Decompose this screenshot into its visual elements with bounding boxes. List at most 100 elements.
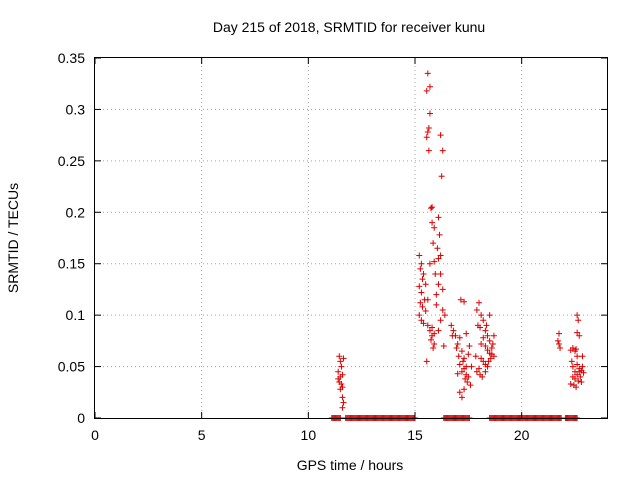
data-point xyxy=(437,252,444,259)
data-point xyxy=(432,271,439,277)
data-point xyxy=(483,322,490,329)
data-point xyxy=(572,375,578,382)
x-tick-label: 15 xyxy=(407,427,423,443)
data-point xyxy=(437,132,444,139)
data-point xyxy=(482,343,489,349)
data-point xyxy=(576,368,583,375)
data-point xyxy=(339,404,346,411)
data-point xyxy=(418,260,425,267)
data-point xyxy=(578,379,585,385)
data-point xyxy=(426,83,433,90)
data-point xyxy=(473,307,480,313)
data-point xyxy=(484,347,491,354)
data-point xyxy=(439,147,446,154)
data-point xyxy=(433,291,440,298)
chart-title: Day 215 of 2018, SRMTID for receiver kun… xyxy=(213,19,485,35)
data-point xyxy=(416,283,423,290)
data-point xyxy=(485,358,492,365)
data-point xyxy=(423,87,430,94)
data-point xyxy=(425,147,432,154)
data-point xyxy=(461,298,468,305)
data-point xyxy=(422,308,429,315)
data-point xyxy=(431,258,438,265)
data-point xyxy=(461,365,468,372)
data-point xyxy=(419,276,426,283)
data-point xyxy=(467,382,474,389)
data-point xyxy=(458,348,465,355)
data-point xyxy=(490,332,497,339)
data-point xyxy=(436,231,443,238)
data-point xyxy=(579,353,586,360)
data-point xyxy=(337,358,344,365)
data-point xyxy=(575,377,582,384)
data-point xyxy=(454,370,461,377)
data-point xyxy=(338,381,345,388)
data-point xyxy=(478,312,485,319)
data-point xyxy=(488,345,495,352)
data-point xyxy=(340,355,347,362)
data-point xyxy=(456,389,463,396)
data-point xyxy=(468,363,475,370)
data-point xyxy=(424,296,431,303)
data-point xyxy=(335,368,342,375)
data-point xyxy=(435,214,442,221)
data-point xyxy=(488,351,495,358)
data-point xyxy=(433,301,440,308)
data-point xyxy=(438,173,445,180)
data-point xyxy=(429,204,436,211)
data-point xyxy=(476,365,482,372)
data-points xyxy=(328,70,587,421)
data-point xyxy=(462,375,469,382)
data-point xyxy=(420,271,427,277)
data-point xyxy=(340,399,347,406)
x-tick-label: 20 xyxy=(514,427,530,443)
y-tick-label: 0.1 xyxy=(66,307,86,323)
data-point xyxy=(416,252,423,259)
data-point xyxy=(426,110,433,117)
data-point xyxy=(480,358,487,365)
data-point xyxy=(554,337,561,344)
y-tick-label: 0.05 xyxy=(58,359,85,375)
data-point xyxy=(486,337,493,344)
data-point xyxy=(458,394,465,401)
y-axis-label: SRMTID / TECUs xyxy=(5,183,21,293)
grid-lines xyxy=(95,58,607,418)
data-point xyxy=(557,345,564,352)
data-point xyxy=(417,265,424,272)
y-tick-label: 0.35 xyxy=(58,50,85,66)
data-point xyxy=(423,134,430,141)
data-point xyxy=(478,340,485,347)
data-point xyxy=(337,386,344,393)
data-point xyxy=(472,353,479,360)
data-point xyxy=(573,346,580,353)
data-point xyxy=(460,358,466,365)
data-point xyxy=(416,312,423,319)
data-point xyxy=(458,368,465,375)
data-point xyxy=(480,317,487,324)
data-point xyxy=(426,327,433,334)
data-point xyxy=(479,373,486,380)
data-point xyxy=(425,124,432,131)
data-point xyxy=(579,363,586,370)
data-point xyxy=(428,205,434,212)
data-point xyxy=(420,320,427,327)
data-point xyxy=(569,363,576,370)
data-point xyxy=(419,303,426,310)
data-point xyxy=(422,281,429,288)
data-point xyxy=(439,307,446,313)
data-point xyxy=(441,312,448,319)
data-point xyxy=(339,394,346,401)
y-tick-label: 0 xyxy=(77,410,85,426)
data-point xyxy=(338,363,345,370)
data-point xyxy=(424,129,431,136)
data-point xyxy=(439,286,446,293)
x-tick-label: 0 xyxy=(91,427,99,443)
data-point xyxy=(450,327,457,334)
data-point xyxy=(461,355,468,362)
data-point xyxy=(556,330,562,337)
data-point xyxy=(456,334,463,341)
data-point xyxy=(453,345,460,352)
data-point xyxy=(417,299,424,306)
data-point xyxy=(574,371,581,378)
